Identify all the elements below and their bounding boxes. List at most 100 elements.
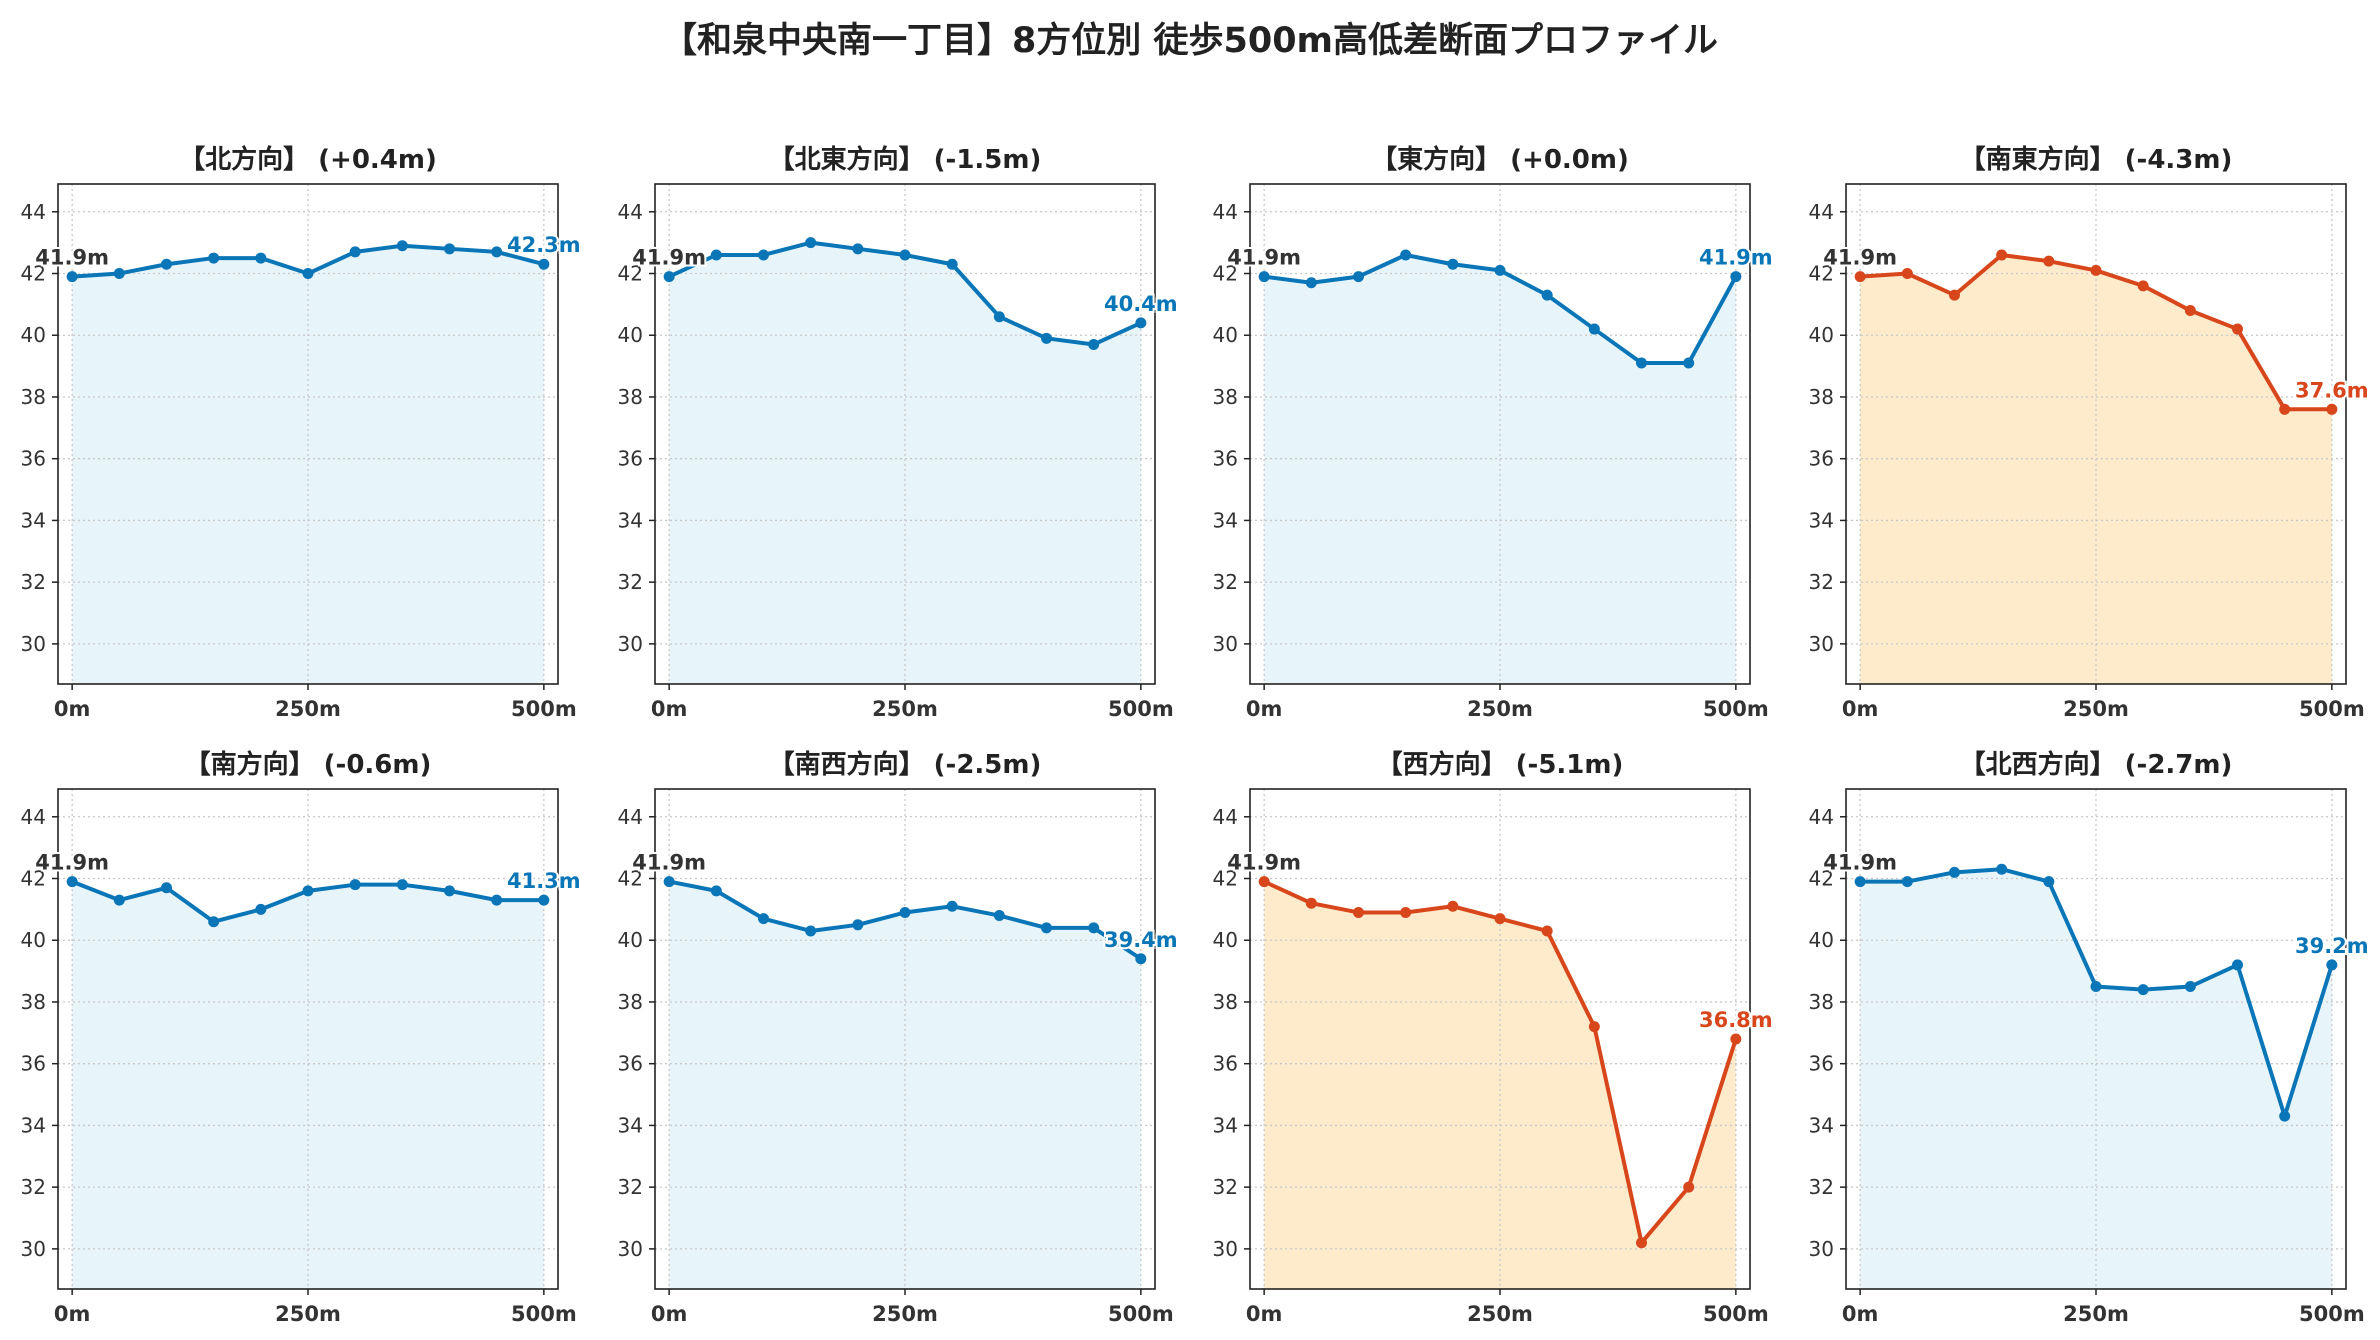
x-tick-label: 500m	[2299, 697, 2365, 721]
chart-title: 【北方向】 (+0.4m)	[179, 144, 437, 175]
start-label: 41.9m	[1823, 851, 1897, 875]
plot-frame	[654, 183, 1156, 685]
data-point	[710, 885, 722, 897]
y-tick-label: 32	[1213, 1175, 1238, 1199]
x-tick-label: 0m	[54, 1302, 91, 1326]
data-point	[2137, 984, 2149, 996]
data-point	[1400, 906, 1412, 918]
data-point	[946, 258, 958, 270]
y-tick-label: 36	[1809, 447, 1834, 471]
x-tick-label: 500m	[1108, 697, 1174, 721]
data-point	[1901, 876, 1913, 888]
y-tick-label: 44	[1213, 200, 1238, 224]
data-point	[805, 237, 817, 249]
y-tick-label: 38	[618, 990, 643, 1014]
data-point	[1494, 264, 1506, 276]
y-tick-label: 38	[618, 385, 643, 409]
data-point	[2137, 280, 2149, 292]
y-tick-label: 42	[1809, 262, 1834, 286]
data-point	[1088, 922, 1100, 934]
data-point	[1996, 863, 2008, 875]
y-tick-label: 34	[618, 1113, 643, 1137]
data-point	[852, 243, 864, 255]
data-point	[2043, 255, 2055, 267]
data-point	[2232, 323, 2244, 335]
x-tick-label: 500m	[1108, 1302, 1174, 1326]
end-label: 37.6m	[2295, 378, 2369, 402]
x-tick-label: 250m	[872, 1302, 938, 1326]
chart-panel: 【南西方向】 (-2.5m) 30 32 34 36 38 40 42 44 0m 250m 500m…	[618, 749, 1180, 1326]
data-point	[2279, 1110, 2291, 1122]
data-point	[1400, 249, 1412, 261]
data-point	[757, 913, 769, 925]
y-tick-label: 32	[21, 1175, 46, 1199]
y-tick-label: 32	[1809, 570, 1834, 594]
x-tick-label: 0m	[54, 697, 91, 721]
data-point	[1996, 249, 2008, 261]
y-tick-label: 40	[618, 323, 643, 347]
data-point	[1541, 925, 1553, 937]
data-point	[899, 906, 911, 918]
start-label: 41.9m	[35, 246, 109, 270]
y-tick-label: 42	[618, 262, 643, 286]
x-tick-label: 250m	[275, 1302, 341, 1326]
data-point	[491, 246, 503, 258]
y-tick-label: 30	[1809, 632, 1834, 656]
y-tick-label: 40	[618, 928, 643, 952]
data-point	[1730, 271, 1742, 283]
y-tick-label: 30	[21, 632, 46, 656]
start-label: 41.9m	[1227, 246, 1301, 270]
x-tick-label: 0m	[1246, 1302, 1283, 1326]
x-tick-label: 500m	[511, 697, 577, 721]
start-label: 41.9m	[35, 851, 109, 875]
data-point	[1494, 913, 1506, 925]
data-point	[852, 919, 864, 931]
y-tick-label: 40	[21, 323, 46, 347]
data-point	[2326, 403, 2338, 415]
x-tick-label: 250m	[872, 697, 938, 721]
data-point	[349, 879, 361, 891]
data-point	[1135, 953, 1147, 965]
y-tick-label: 38	[21, 990, 46, 1014]
area-fill	[669, 242, 1141, 684]
data-point	[1730, 1033, 1742, 1045]
plot-frame	[57, 788, 559, 1290]
y-tick-label: 30	[1213, 632, 1238, 656]
chart-title: 【西方向】 (-5.1m)	[1377, 749, 1624, 780]
data-point	[113, 894, 125, 906]
figure-title: 【和泉中央南一丁目】8方位別 徒歩500m高低差断面プロファイル	[661, 21, 1719, 61]
data-point	[1352, 271, 1364, 283]
x-tick-label: 250m	[2063, 697, 2129, 721]
y-tick-label: 40	[1213, 323, 1238, 347]
end-label: 41.3m	[507, 869, 581, 893]
data-point	[1854, 876, 1866, 888]
data-point	[444, 243, 456, 255]
y-tick-label: 44	[618, 200, 643, 224]
y-tick-label: 36	[21, 1052, 46, 1076]
x-tick-label: 0m	[1842, 697, 1879, 721]
y-tick-label: 32	[21, 570, 46, 594]
y-tick-label: 40	[21, 928, 46, 952]
y-tick-label: 42	[21, 262, 46, 286]
y-tick-label: 42	[618, 867, 643, 891]
data-point	[1447, 900, 1459, 912]
x-tick-label: 0m	[1246, 697, 1283, 721]
chart-panel: 【北東方向】 (-1.5m) 30 32 34 36 38 40 42 44 0m 250m 500m…	[618, 144, 1180, 721]
data-point	[1854, 271, 1866, 283]
data-point	[396, 879, 408, 891]
data-point	[993, 910, 1005, 922]
y-tick-label: 42	[21, 867, 46, 891]
data-point	[1948, 866, 1960, 878]
y-tick-label: 38	[1213, 385, 1238, 409]
data-point	[1305, 277, 1317, 289]
y-tick-label: 40	[1809, 323, 1834, 347]
x-tick-label: 500m	[511, 1302, 577, 1326]
chart-title: 【南東方向】 (-4.3m)	[1960, 144, 2233, 175]
data-point	[66, 271, 78, 283]
chart-panel: 【南東方向】 (-4.3m) 30 32 34 36 38 40 42 44 0m 250m 500m…	[1809, 144, 2371, 721]
x-tick-label: 500m	[1703, 1302, 1769, 1326]
data-point	[1041, 332, 1053, 344]
chart-title: 【東方向】 (+0.0m)	[1371, 144, 1629, 175]
